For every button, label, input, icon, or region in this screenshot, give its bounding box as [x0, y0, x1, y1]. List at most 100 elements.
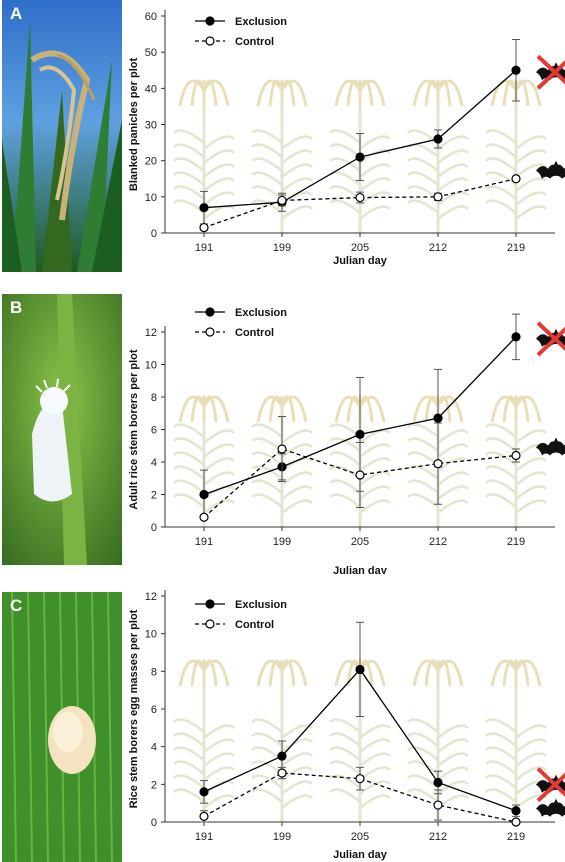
- rice-leaf: [203, 163, 235, 178]
- rice-leaf: [407, 760, 439, 775]
- y-tick-label: 10: [145, 192, 157, 204]
- rice-leaf: [485, 788, 517, 803]
- rice-leaf: [515, 471, 547, 486]
- rice-leaf: [173, 465, 205, 480]
- control-point: [433, 192, 443, 202]
- x-tick-label: 212: [429, 242, 447, 254]
- rice-leaf: [485, 479, 517, 494]
- legend-marker: [205, 307, 215, 317]
- rice-leaf: [203, 471, 235, 486]
- rice-leaf: [515, 499, 547, 514]
- rice-leaf: [485, 157, 517, 172]
- rice-leaf: [329, 143, 361, 158]
- x-axis-label: Julian day: [333, 255, 388, 267]
- rice-leaf: [281, 794, 313, 809]
- y-tick-label: 12: [145, 327, 157, 339]
- rice-leaf: [251, 451, 283, 466]
- rice-leaf: [407, 437, 439, 452]
- rice-leaf: [329, 437, 361, 452]
- rice-leaf: [485, 423, 517, 438]
- rice-leaf: [281, 149, 313, 164]
- rice-leaf: [485, 171, 517, 186]
- rice-panicle: [280, 395, 308, 423]
- rice-leaf: [281, 780, 313, 795]
- rice-leaf: [437, 429, 469, 444]
- rice-leaf: [359, 499, 391, 514]
- rice-leaf: [203, 443, 235, 458]
- rice-panicle: [202, 659, 230, 687]
- rice-leaf: [485, 437, 517, 452]
- y-tick-label: 8: [151, 666, 157, 678]
- legend-label: Control: [235, 36, 274, 48]
- cross-icon: [536, 772, 565, 803]
- rice-leaf: [359, 471, 391, 486]
- rice-leaf: [329, 774, 361, 789]
- control-point: [511, 817, 521, 827]
- rice-leaf: [281, 205, 313, 220]
- rice-panicle: [514, 79, 542, 107]
- series-control: [199, 766, 521, 827]
- rice-panicle-photo: A: [2, 0, 122, 272]
- panel-b: B 0 2 4 6 8 10 12 191 199 205 212 219 Julian day Adul…: [0, 294, 565, 574]
- rice-leaf: [173, 718, 205, 733]
- rice-leaf: [251, 171, 283, 186]
- rice-leaf: [281, 738, 313, 753]
- y-tick-label: 8: [151, 392, 157, 404]
- exclusion-point: [355, 429, 365, 439]
- rice-leaf: [515, 163, 547, 178]
- rice-leaf: [251, 788, 283, 803]
- exclusion-point: [355, 152, 365, 162]
- control-point: [199, 811, 209, 821]
- rice-leaf: [485, 493, 517, 508]
- rice-leaf: [251, 732, 283, 747]
- rice-leaf: [485, 732, 517, 747]
- rice-leaf: [485, 199, 517, 214]
- rice-leaf: [173, 129, 205, 144]
- rice-leaf: [437, 163, 469, 178]
- rice-leaf: [515, 149, 547, 164]
- rice-leaf: [173, 437, 205, 452]
- rice-leaf: [359, 485, 391, 500]
- rice-leaf: [173, 171, 205, 186]
- rice-leaf: [437, 724, 469, 739]
- rice-leaf: [485, 465, 517, 480]
- exclusion-point: [433, 777, 443, 788]
- rice-panicle: [358, 79, 386, 107]
- y-tick-label: 6: [151, 704, 157, 716]
- rice-leaf: [251, 423, 283, 438]
- rice-panicle: [202, 395, 230, 423]
- exclusion-point: [433, 413, 443, 423]
- rice-leaf: [485, 774, 517, 789]
- x-axis-label: Julian day: [333, 849, 388, 861]
- x-tick-label: 212: [429, 831, 447, 843]
- panel-c: C 0 2 4 6 8 10 12 191 199 205 212 219 Julian day Rice…: [0, 586, 565, 862]
- control-point: [511, 174, 521, 184]
- y-tick-label: 60: [145, 11, 157, 23]
- rice-panicle: [280, 79, 308, 107]
- rice-leaf: [359, 191, 391, 206]
- rice-panicle: [202, 79, 230, 107]
- exclusion-point: [277, 751, 287, 761]
- rice-panicle: [436, 395, 464, 423]
- rice-leaf: [203, 177, 235, 192]
- rice-leaf: [437, 135, 469, 150]
- rice-leaf: [407, 199, 439, 214]
- rice-leaf: [203, 135, 235, 150]
- rice-leaf: [359, 724, 391, 739]
- rice-leaf: [281, 163, 313, 178]
- rice-leaf: [329, 732, 361, 747]
- legend-label: Control: [235, 619, 274, 631]
- legend-label: Control: [235, 327, 274, 339]
- rice-leaf: [251, 774, 283, 789]
- chart-egg-masses: 0 2 4 6 8 10 12 191 199 205 212 219 Julian day Rice s…: [128, 590, 565, 861]
- rice-leaf: [437, 780, 469, 795]
- control-point: [511, 450, 521, 461]
- control-point: [355, 470, 365, 480]
- control-line: [203, 772, 517, 823]
- y-tick-label: 12: [145, 591, 157, 603]
- rice-panicle-image: [2, 0, 122, 272]
- legend-label: Exclusion: [235, 16, 287, 28]
- rice-leaf: [203, 149, 235, 164]
- rice-leaf: [329, 760, 361, 775]
- rice-leaf: [173, 451, 205, 466]
